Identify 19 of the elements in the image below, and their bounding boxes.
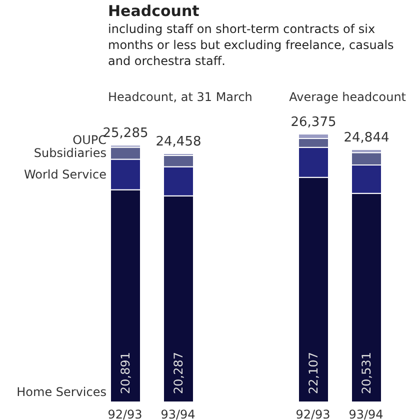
total-label: 24,844 <box>344 130 390 146</box>
series-label: Subsidiaries <box>34 146 106 160</box>
series-label: Home Services <box>16 385 106 399</box>
data-label: 20,287 <box>172 352 186 394</box>
x-tick-label: 93/94 <box>160 408 196 420</box>
x-tick-label: 93/94 <box>348 408 384 420</box>
data-label: 20,891 <box>118 352 132 394</box>
total-label: 26,375 <box>290 115 336 130</box>
chart-subtitle: including staff on short-term contracts of six months or less but excluding freelance, casuals and orchestra staff. <box>108 21 395 69</box>
text: Average headcount <box>289 90 406 104</box>
chart-title: Headcount <box>108 2 200 20</box>
x-tick-label: 92/93 <box>296 408 330 420</box>
total-label: 25,285 <box>102 126 148 142</box>
data-label: 20,531 <box>360 352 374 394</box>
series-label: World Service <box>24 167 106 182</box>
x-tick-label: 92/93 <box>108 408 142 420</box>
total-label: 24,458 <box>156 134 202 150</box>
text: Headcount, at 31 March <box>108 90 252 104</box>
data-label: 22,107 <box>306 352 320 394</box>
